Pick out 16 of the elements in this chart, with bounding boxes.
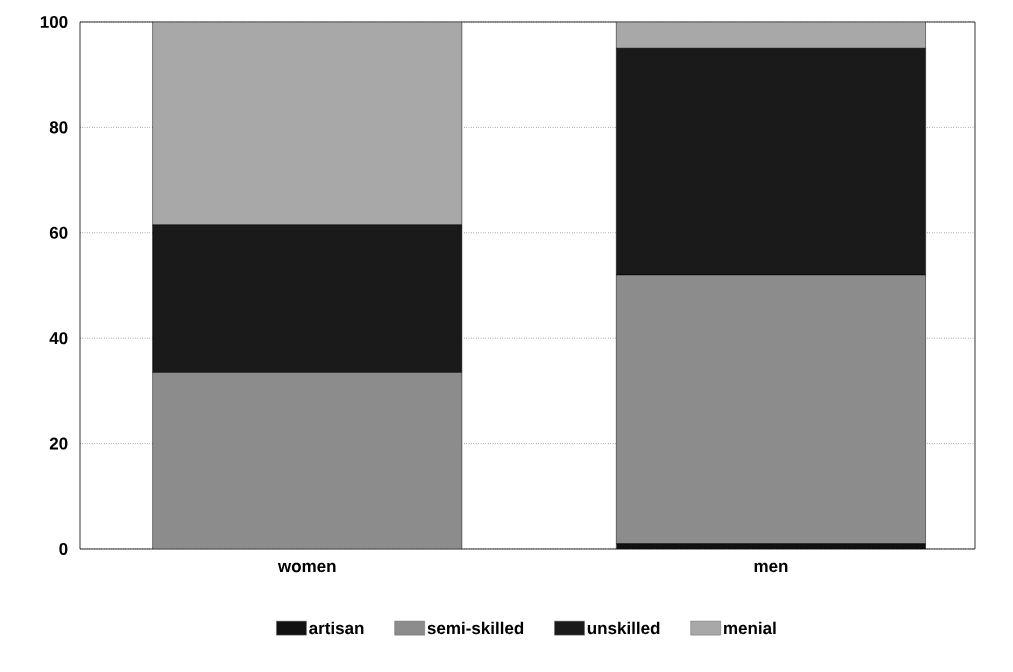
y-tick-label: 40 [49,332,68,345]
x-tick-label: women [277,562,336,573]
y-tick-label: 80 [49,121,68,134]
bar [616,22,926,49]
bar [616,274,926,544]
legend-label: artisan [309,621,364,635]
y-tick-label: 20 [49,437,68,450]
y-tick-label: 60 [49,226,68,239]
legend-label: menial [724,621,776,635]
legend-label: semi-skilled [427,621,524,635]
y-tick-label: 100 [40,15,68,29]
y-tick-label: 0 [59,542,68,556]
x-tick-label: men [754,562,788,573]
bar [152,22,463,226]
legend-label: unskilled [587,621,660,635]
bar [152,372,463,549]
